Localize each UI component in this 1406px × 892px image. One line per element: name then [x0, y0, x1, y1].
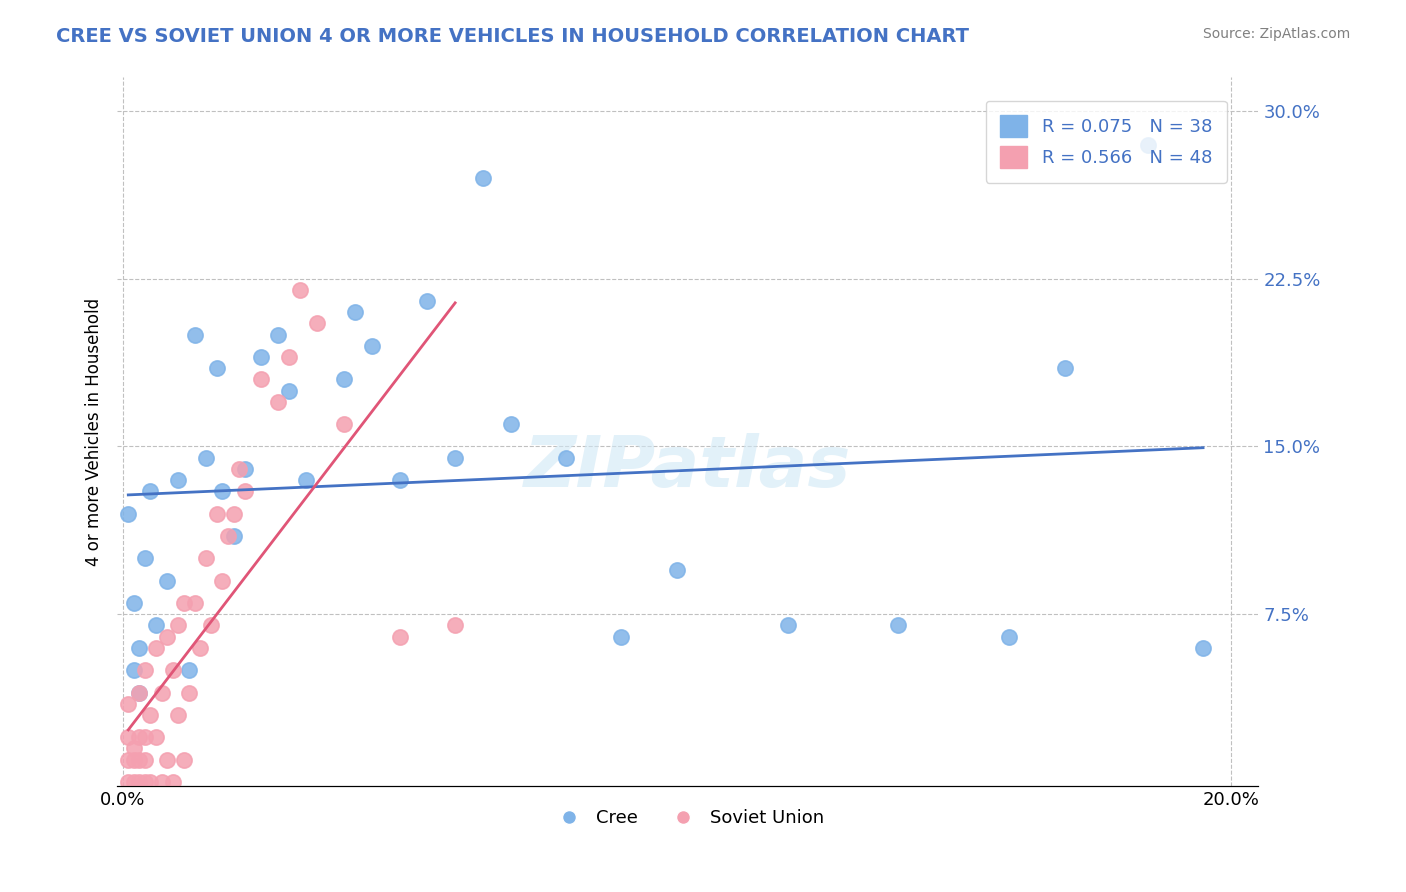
Point	[222, 507, 245, 521]
Point	[205, 361, 228, 376]
Point	[128, 753, 150, 767]
Point	[145, 618, 167, 632]
Point	[228, 462, 250, 476]
Point	[156, 574, 179, 588]
Text: Source: ZipAtlas.com: Source: ZipAtlas.com	[1202, 27, 1350, 41]
Point	[128, 685, 150, 699]
Point	[333, 372, 356, 386]
Point	[344, 305, 367, 319]
Point	[128, 731, 150, 745]
Point	[173, 753, 195, 767]
Point	[333, 417, 356, 431]
Point	[122, 741, 145, 756]
Point	[887, 618, 910, 632]
Point	[188, 640, 211, 655]
Point	[156, 753, 179, 767]
Point	[128, 775, 150, 789]
Point	[776, 618, 799, 632]
Point	[998, 630, 1021, 644]
Point	[179, 685, 201, 699]
Point	[117, 507, 139, 521]
Point	[122, 596, 145, 610]
Point	[222, 529, 245, 543]
Point	[139, 484, 162, 499]
Point	[278, 384, 301, 398]
Point	[194, 551, 217, 566]
Legend: Cree, Soviet Union: Cree, Soviet Union	[544, 802, 832, 834]
Point	[122, 775, 145, 789]
Point	[1053, 361, 1076, 376]
Point	[471, 171, 494, 186]
Point	[117, 731, 139, 745]
Point	[184, 327, 207, 342]
Point	[233, 462, 256, 476]
Text: ZIPatlas: ZIPatlas	[524, 433, 852, 502]
Point	[665, 562, 688, 576]
Point	[117, 753, 139, 767]
Point	[200, 618, 222, 632]
Point	[139, 707, 162, 722]
Point	[134, 753, 156, 767]
Point	[150, 775, 173, 789]
Point	[267, 394, 290, 409]
Y-axis label: 4 or more Vehicles in Household: 4 or more Vehicles in Household	[86, 298, 103, 566]
Point	[179, 663, 201, 677]
Point	[388, 630, 411, 644]
Point	[128, 685, 150, 699]
Point	[134, 731, 156, 745]
Point	[167, 473, 190, 487]
Point	[122, 753, 145, 767]
Point	[173, 596, 195, 610]
Point	[167, 618, 190, 632]
Point	[205, 507, 228, 521]
Point	[305, 317, 328, 331]
Point	[162, 775, 184, 789]
Point	[388, 473, 411, 487]
Point	[156, 630, 179, 644]
Point	[194, 450, 217, 465]
Point	[217, 529, 239, 543]
Point	[278, 350, 301, 364]
Point	[162, 663, 184, 677]
Point	[361, 339, 384, 353]
Point	[134, 775, 156, 789]
Point	[444, 450, 467, 465]
Point	[122, 663, 145, 677]
Point	[555, 450, 578, 465]
Point	[250, 372, 273, 386]
Point	[134, 663, 156, 677]
Point	[145, 731, 167, 745]
Point	[184, 596, 207, 610]
Point	[499, 417, 522, 431]
Point	[139, 775, 162, 789]
Point	[1136, 137, 1159, 152]
Point	[250, 350, 273, 364]
Point	[233, 484, 256, 499]
Point	[117, 775, 139, 789]
Point	[288, 283, 311, 297]
Point	[211, 484, 233, 499]
Point	[444, 618, 467, 632]
Point	[128, 640, 150, 655]
Point	[610, 630, 633, 644]
Point	[1192, 640, 1215, 655]
Point	[167, 707, 190, 722]
Text: CREE VS SOVIET UNION 4 OR MORE VEHICLES IN HOUSEHOLD CORRELATION CHART: CREE VS SOVIET UNION 4 OR MORE VEHICLES …	[56, 27, 969, 45]
Point	[294, 473, 316, 487]
Point	[145, 640, 167, 655]
Point	[267, 327, 290, 342]
Point	[117, 697, 139, 711]
Point	[150, 685, 173, 699]
Point	[211, 574, 233, 588]
Point	[416, 294, 439, 309]
Point	[134, 551, 156, 566]
